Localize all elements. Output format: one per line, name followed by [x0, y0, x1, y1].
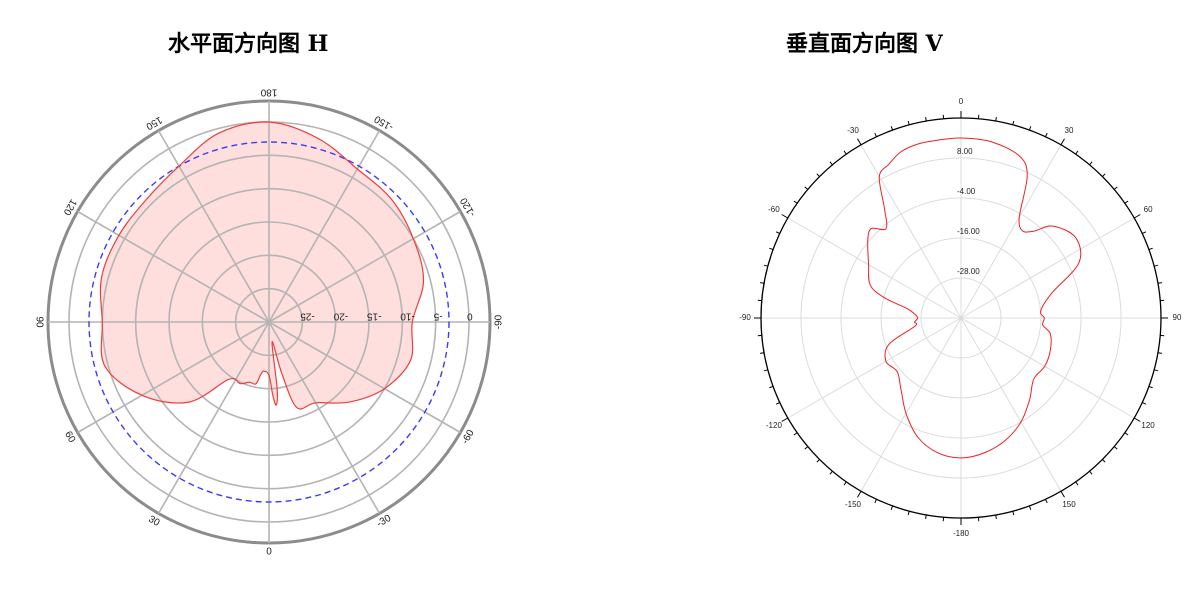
h-grid-spoke: [268, 321, 461, 434]
h-angle-tick-label: 180: [260, 86, 277, 97]
h-angle-tick-label: 30: [146, 514, 162, 529]
h-grid-spoke: [268, 321, 381, 514]
h-reference-ring: [88, 141, 450, 503]
h-angle-tick-label: 60: [62, 430, 77, 446]
h-grid-spoke: [77, 321, 270, 434]
h-grid-spoke: [157, 130, 270, 323]
h-radial-tick-label: 0: [467, 310, 473, 321]
h-grid-spoke: [77, 210, 270, 323]
h-pattern-line: [99, 121, 425, 410]
h-angle-tick-label: 0: [266, 547, 272, 558]
h-radial-tick-label: -15: [367, 310, 382, 321]
h-radial-tick-label: -10: [400, 310, 415, 321]
h-angle-tick-label: -90: [494, 314, 505, 329]
chart-title-vertical: 垂直面方向图 V: [786, 31, 943, 57]
h-radial-tick-label: -5: [433, 310, 442, 321]
h-angle-tick-label: 90: [33, 316, 44, 328]
h-radial-tick-label: -20: [333, 310, 348, 321]
h-grid-spoke: [157, 321, 270, 514]
h-grid-spoke: [268, 130, 381, 323]
h-radial-tick-label: -25: [300, 310, 315, 321]
h-grid-spoke: [268, 210, 461, 323]
chart-title-horizontal: 水平面方向图 H: [168, 31, 329, 57]
